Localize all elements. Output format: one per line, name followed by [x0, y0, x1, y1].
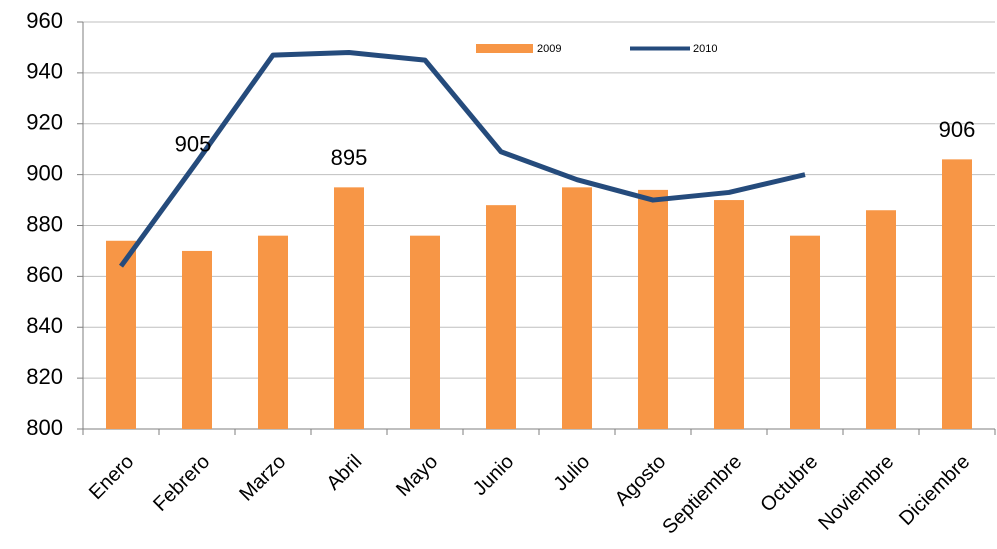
y-tick-label: 900: [26, 160, 63, 185]
y-tick-label: 820: [26, 364, 63, 389]
bar: [182, 250, 212, 429]
y-tick-label: 940: [26, 59, 63, 84]
x-tick-label: Agosto: [611, 451, 671, 511]
y-tick-label: 840: [26, 313, 63, 338]
x-tick-label: Junio: [469, 451, 518, 500]
bar: [638, 189, 668, 429]
x-tick-label: Febrero: [149, 451, 214, 516]
bar: [562, 187, 592, 429]
x-tick-label: Octubre: [756, 451, 822, 517]
bar: [258, 235, 288, 429]
y-tick-label: 920: [26, 110, 63, 135]
y-tick-label: 880: [26, 211, 63, 236]
bar: [410, 235, 440, 429]
bar: [334, 187, 364, 429]
line: [118, 50, 806, 268]
legend-label: 2009: [537, 43, 561, 55]
data-label: 905: [175, 132, 212, 157]
bar: [942, 159, 972, 430]
data-label: 895: [331, 145, 368, 170]
legend-swatch: [476, 44, 533, 53]
y-tick-label: 800: [26, 415, 63, 440]
bar: [106, 240, 136, 429]
x-tick-label: Marzo: [235, 451, 290, 506]
legend-label: 2010: [693, 43, 717, 55]
x-tick-label: Noviembre: [814, 451, 898, 535]
y-tick-label: 960: [26, 8, 63, 33]
bar: [714, 200, 744, 429]
x-tick-label: Mayo: [392, 451, 442, 501]
x-tick-label: Septiembre: [658, 451, 746, 539]
x-tick-label: Julio: [550, 451, 595, 496]
x-tick-label: Enero: [85, 451, 138, 504]
bar: [790, 235, 820, 429]
data-label: 906: [939, 117, 976, 142]
bar: [866, 210, 896, 429]
x-tick-label: Diciembre: [895, 451, 974, 530]
x-tick-label: Abril: [322, 451, 366, 495]
bar: [486, 205, 516, 429]
y-tick-label: 860: [26, 262, 63, 287]
